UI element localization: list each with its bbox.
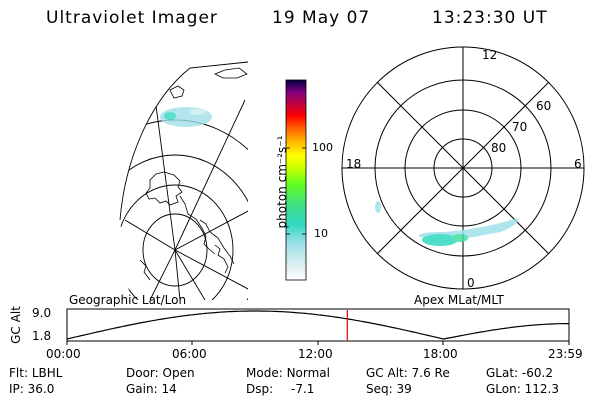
instrument-title: Ultraviolet Imager <box>46 8 218 28</box>
status-seq: Seq: 39 <box>366 382 412 396</box>
colorbar <box>285 79 307 281</box>
aurora-emission-left <box>160 107 212 127</box>
geographic-panel-label: Geographic Lat/Lon <box>69 293 187 307</box>
apex-panel-label: Apex MLat/MLT <box>414 293 504 307</box>
status-glon: GLon: 112.3 <box>486 382 559 396</box>
lat-label-70: 70 <box>512 120 528 134</box>
status-glat: GLat: -60.2 <box>486 366 553 380</box>
aurora-emission-polar <box>375 201 519 246</box>
mlt-label-6: 6 <box>574 157 582 171</box>
time-tick-0000: 00:00 <box>46 347 81 361</box>
altitude-chart-frame <box>66 308 570 342</box>
polar-grid <box>341 46 585 290</box>
date-label: 19 May 07 <box>272 8 371 28</box>
colorbar-tick-10: 10 <box>314 227 328 240</box>
lat-label-60: 60 <box>536 99 552 113</box>
altitude-tick-low: 1.8 <box>32 329 52 343</box>
altitude-axis-label: GC Alt <box>9 306 23 344</box>
status-door: Door: Open <box>126 366 195 380</box>
mlt-label-0: 0 <box>467 276 475 290</box>
colorbar-unit-label: photon cm⁻²s⁻¹ <box>275 135 289 229</box>
mlt-label-18: 18 <box>346 157 362 171</box>
time-tick-0600: 06:00 <box>172 347 207 361</box>
coastlines <box>139 67 248 281</box>
status-dsp: Dsp: -7.1 <box>246 382 315 396</box>
time-tick-2359: 23:59 <box>548 347 583 361</box>
mlt-label-12: 12 <box>482 48 498 62</box>
status-gain: Gain: 14 <box>126 382 177 396</box>
time-tick-1800: 18:00 <box>423 347 458 361</box>
altitude-tick-high: 9.0 <box>32 306 52 320</box>
time-label: 13:23:30 UT <box>432 8 548 28</box>
status-mode: Mode: Normal <box>246 366 330 380</box>
status-ip: IP: 36.0 <box>9 382 55 396</box>
colorbar-tick-100: 100 <box>312 141 333 154</box>
lat-label-80: 80 <box>491 141 507 155</box>
time-tick-1200: 12:00 <box>298 347 333 361</box>
status-filter: Flt: LBHL <box>9 366 63 380</box>
status-gc-alt: GC Alt: 7.6 Re <box>366 366 450 380</box>
altitude-curve <box>66 310 569 340</box>
map-limb <box>119 61 249 221</box>
